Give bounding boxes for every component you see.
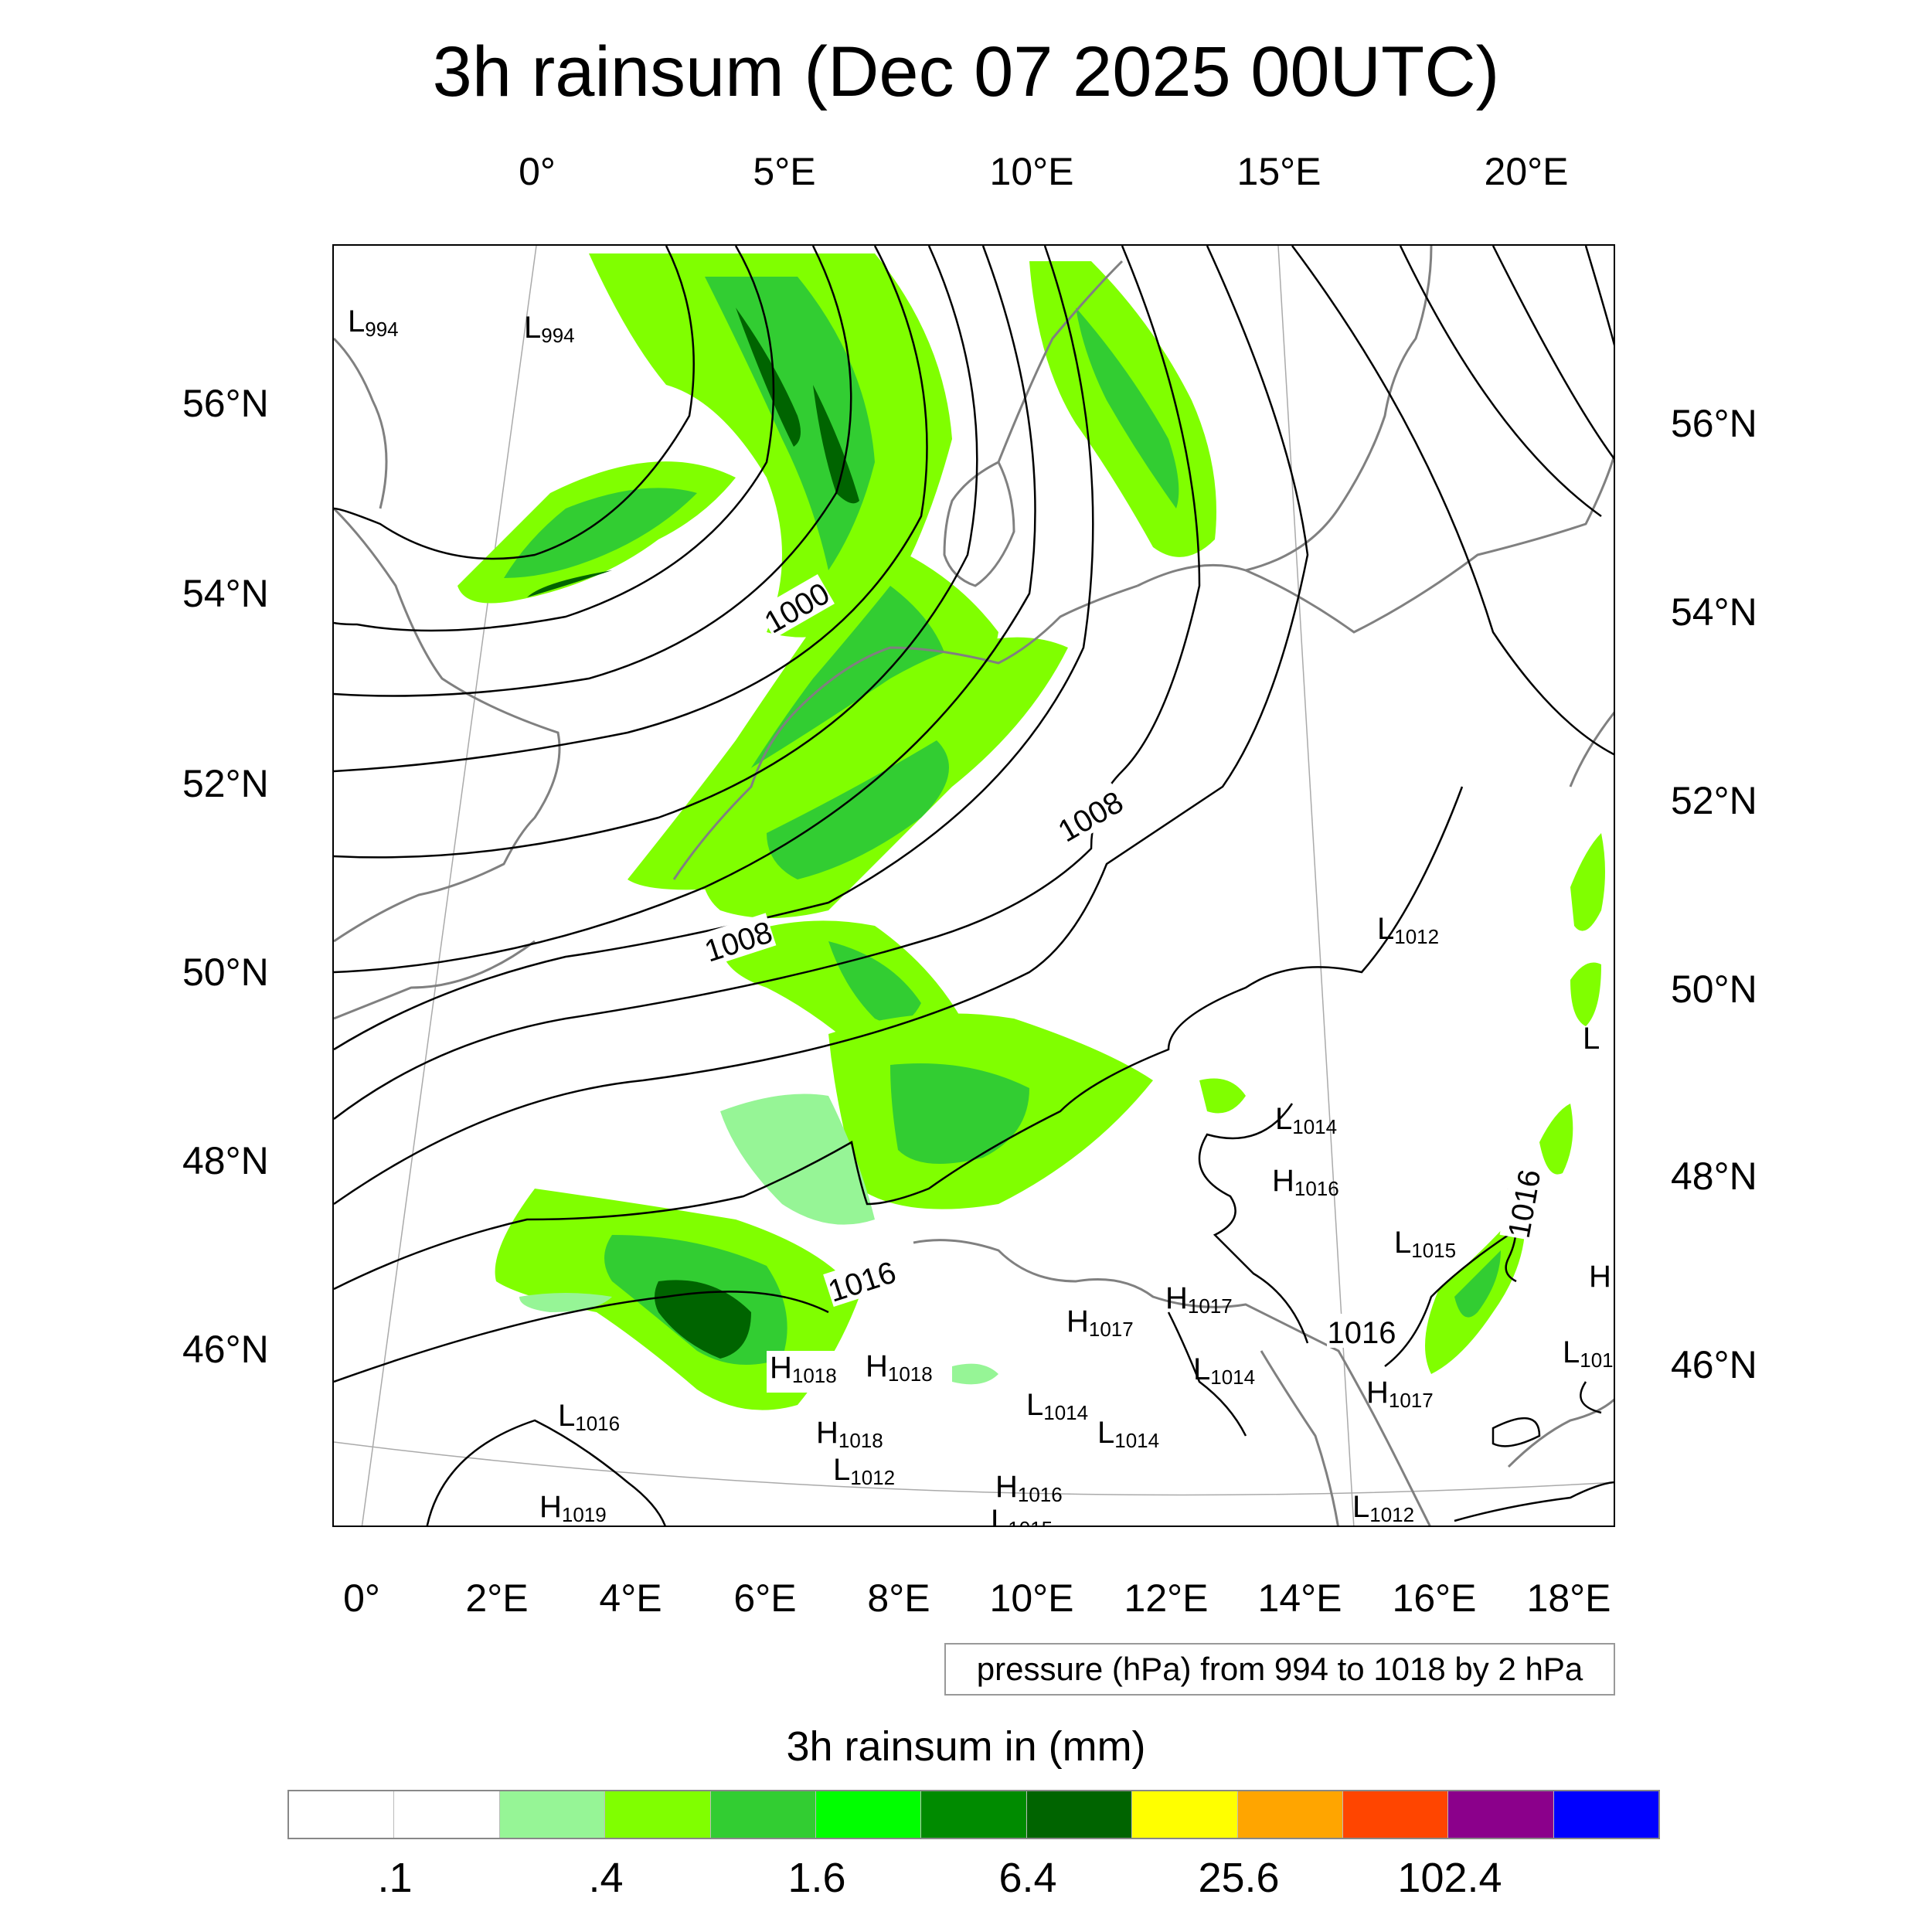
colorbar-box xyxy=(1132,1791,1238,1838)
left-lat-label: 48°N xyxy=(182,1139,269,1182)
colorbar-box xyxy=(289,1791,395,1838)
pressure-center-low: L1012 xyxy=(1352,1490,1415,1526)
colorbar-box xyxy=(710,1791,816,1838)
map-title: 3h rainsum (Dec 07 2025 00UTC) xyxy=(432,32,1500,111)
coastlines xyxy=(334,246,1614,1526)
right-lat-label: 46°N xyxy=(1671,1343,1757,1386)
colorbar-tick-label: 1.6 xyxy=(787,1855,846,1901)
top-lon-label: 0° xyxy=(519,150,556,193)
bottom-lon-label: 8°E xyxy=(867,1577,930,1620)
colorbar-tick-label: 102.4 xyxy=(1397,1855,1502,1901)
colorbar-box xyxy=(499,1791,606,1838)
bottom-lon-label: 18°E xyxy=(1526,1577,1611,1620)
bottom-lon-label: 2°E xyxy=(465,1577,529,1620)
colorbar-tick-label: 25.6 xyxy=(1198,1855,1280,1901)
colorbar-box xyxy=(1026,1791,1133,1838)
pressure-center-low: L994 xyxy=(348,304,399,341)
pressure-center-low: L1012 xyxy=(833,1453,896,1489)
colorbar-box xyxy=(921,1791,1027,1838)
pressure-center-high: H1017 xyxy=(1165,1281,1233,1318)
rain-shading xyxy=(457,253,1605,1410)
pressure-center-high: H1016 xyxy=(1272,1164,1339,1200)
colorbar-box xyxy=(1448,1791,1554,1838)
bottom-lon-label: 6°E xyxy=(733,1577,797,1620)
isobar-label-1016: 1016 xyxy=(1328,1316,1396,1350)
left-lat-label: 46°N xyxy=(182,1328,269,1371)
left-lat-label: 56°N xyxy=(182,382,269,425)
isobars xyxy=(334,246,1614,1526)
colorbar-tick-label: .1 xyxy=(377,1855,413,1901)
pressure-center-high: H1019 xyxy=(539,1490,607,1526)
pressure-center-high: H1018 xyxy=(816,1416,883,1452)
top-lon-label: 10°E xyxy=(989,150,1074,193)
pressure-center-low: L994 xyxy=(524,311,575,347)
bottom-lon-label: 10°E xyxy=(989,1577,1074,1620)
pressure-center-low: L1014 xyxy=(1097,1416,1160,1452)
pressure-center-low: L xyxy=(1583,1022,1600,1056)
bottom-lon-label: 14°E xyxy=(1257,1577,1342,1620)
pressure-center-high: H1016 xyxy=(995,1470,1063,1506)
right-lat-label: 52°N xyxy=(1671,779,1757,822)
pressure-center-low: L1014 xyxy=(1193,1352,1256,1389)
right-lat-label: 50°N xyxy=(1671,968,1757,1011)
top-lon-label: 20°E xyxy=(1484,150,1569,193)
colorbar-box xyxy=(815,1791,922,1838)
colorbar-tick-label: .4 xyxy=(588,1855,624,1901)
pressure-center-low: L101 xyxy=(1563,1335,1614,1372)
contour-info-box: pressure (hPa) from 994 to 1018 by 2 hPa xyxy=(944,1643,1615,1696)
pressure-center-high: H1017 xyxy=(1066,1304,1134,1341)
pressure-center-low: L1015 xyxy=(1394,1226,1457,1262)
pressure-center-high: H xyxy=(1589,1260,1611,1294)
right-lat-label: 54°N xyxy=(1671,590,1757,634)
left-lat-label: 52°N xyxy=(182,762,269,805)
top-lon-label: 5°E xyxy=(753,150,816,193)
colorbar xyxy=(287,1790,1660,1839)
bottom-lon-label: 4°E xyxy=(599,1577,662,1620)
map-panel: 1000 1008 1008 1016 1016 1016 xyxy=(332,244,1615,1527)
colorbar-tick-label: 6.4 xyxy=(998,1855,1057,1901)
left-lat-label: 54°N xyxy=(182,572,269,615)
colorbar-box xyxy=(394,1791,500,1838)
graticule xyxy=(334,246,1614,1526)
bottom-lon-label: 16°E xyxy=(1392,1577,1477,1620)
right-lat-label: 48°N xyxy=(1671,1155,1757,1198)
top-lon-label: 15°E xyxy=(1236,150,1321,193)
map-canvas: 1000 1008 1008 1016 1016 1016 xyxy=(334,246,1614,1526)
bottom-lon-label: 0° xyxy=(343,1577,380,1620)
pressure-center-low: L1012 xyxy=(1377,912,1440,948)
colorbar-box xyxy=(1553,1791,1659,1838)
left-lat-label: 50°N xyxy=(182,951,269,994)
isobar-label-1016: 1016 xyxy=(1502,1167,1548,1240)
pressure-center-low: L1016 xyxy=(558,1399,621,1435)
pressure-center-high: H1018 xyxy=(767,1351,840,1393)
pressure-center-low: L1015 xyxy=(991,1504,1053,1527)
pressure-center-high: H1017 xyxy=(1366,1376,1434,1412)
bottom-lon-label: 12°E xyxy=(1124,1577,1209,1620)
colorbar-box xyxy=(605,1791,711,1838)
colorbar-box xyxy=(1237,1791,1343,1838)
pressure-center-high: H1018 xyxy=(866,1349,933,1386)
colorbar-title: 3h rainsum in (mm) xyxy=(786,1723,1146,1770)
colorbar-box xyxy=(1342,1791,1449,1838)
pressure-center-low: L1014 xyxy=(1026,1388,1089,1424)
right-lat-label: 56°N xyxy=(1671,402,1757,445)
pressure-center-low: L1014 xyxy=(1275,1102,1338,1138)
